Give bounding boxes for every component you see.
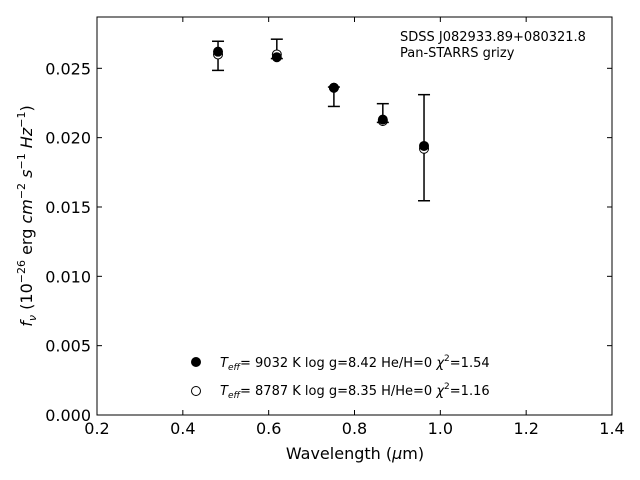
- x-tick-label-6: 1.4: [599, 419, 624, 438]
- y-tick-label-0: 0.000: [45, 406, 91, 425]
- data-points: [213, 46, 430, 154]
- legend-marker-filled: [191, 357, 201, 367]
- y-tick-label-3: 0.015: [45, 198, 91, 217]
- y-axis: 0.000 0.005 0.010 0.015 0.020 0.025: [45, 59, 612, 425]
- filled-point-0: [213, 46, 224, 57]
- filled-point-3: [377, 114, 388, 125]
- x-tick-label-4: 1.0: [428, 419, 453, 438]
- legend-marker-open: [191, 386, 201, 396]
- y-tick-label-5: 0.025: [45, 59, 91, 78]
- error-bars: [212, 38, 431, 202]
- filled-point-2: [328, 82, 339, 93]
- y-tick-label-1: 0.005: [45, 337, 91, 356]
- filled-point-4: [419, 140, 430, 151]
- y-tick-label-4: 0.020: [45, 129, 91, 148]
- legend: Teff= 9032 K log g=8.42 He/H=0 χ2=1.54 T…: [191, 354, 490, 401]
- x-tick-label-5: 1.2: [513, 419, 538, 438]
- legend-entry-1: Teff= 9032 K log g=8.42 He/H=0 χ2=1.54: [220, 354, 490, 373]
- y-tick-label-2: 0.010: [45, 267, 91, 286]
- x-tick-label-0: 0.2: [84, 419, 109, 438]
- x-tick-label-1: 0.4: [170, 419, 195, 438]
- legend-entry-2: Teff= 8787 K log g=8.35 H/He=0 χ2=1.16: [220, 382, 490, 401]
- x-tick-label-2: 0.6: [256, 419, 281, 438]
- y-axis-title: fν (10−26 erg cm−2 s−1 Hz−1): [15, 105, 39, 326]
- x-axis: 0.2 0.4 0.6 0.8 1.0 1.2 1.4: [84, 17, 625, 438]
- annotation-survey-name: Pan-STARRS grizy: [400, 46, 515, 61]
- x-tick-label-3: 0.8: [342, 419, 367, 438]
- filled-point-1: [271, 52, 282, 63]
- x-axis-title: Wavelength (μm): [286, 444, 424, 463]
- annotation-object-name: SDSS J082933.89+080321.8: [400, 30, 586, 45]
